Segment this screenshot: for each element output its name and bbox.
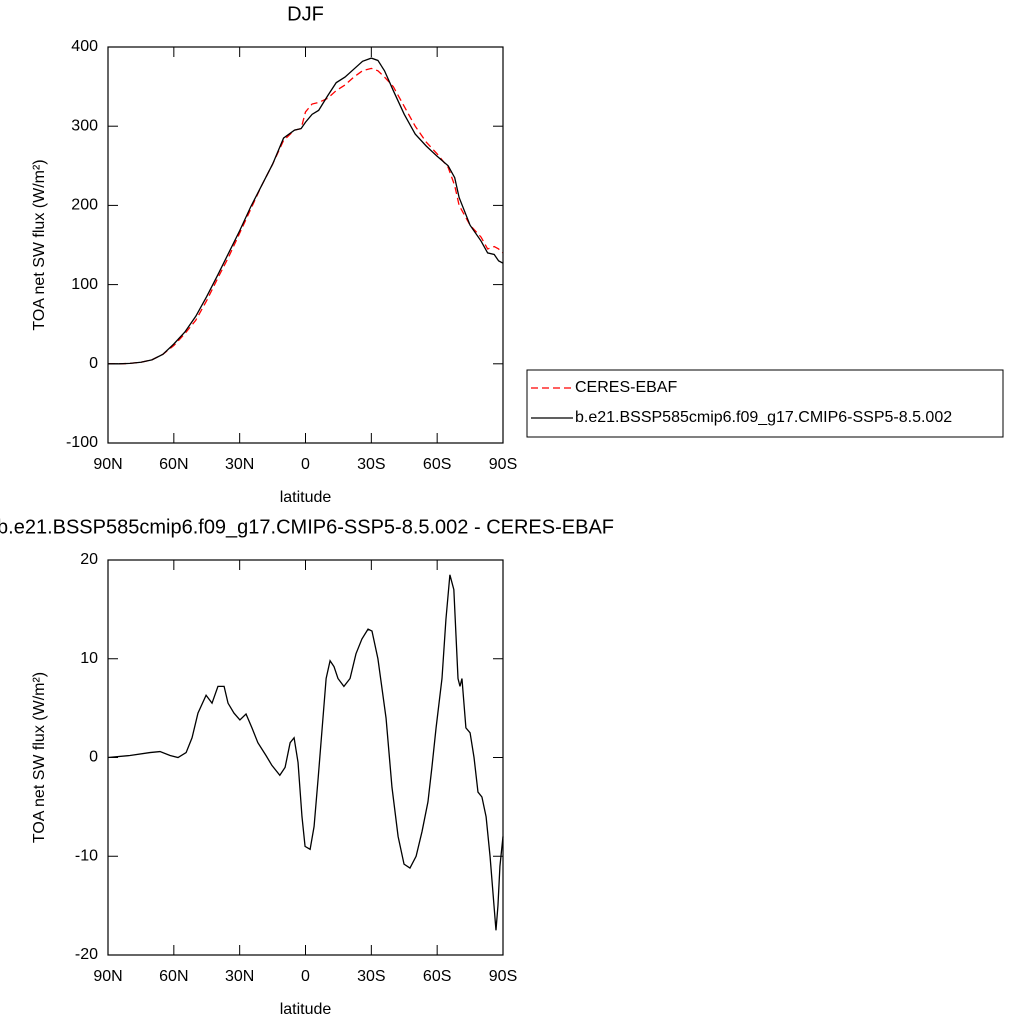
x-tick-label: 30S — [357, 968, 385, 985]
y-tick-label: 300 — [71, 117, 98, 134]
x-tick-label: 0 — [301, 456, 310, 473]
x-tick-label: 60S — [423, 456, 451, 473]
y-tick-label: 100 — [71, 276, 98, 293]
y-tick-label: 0 — [89, 355, 98, 372]
x-axis-label: latitude — [280, 489, 332, 506]
chart-title: DJF — [287, 3, 324, 25]
legend-label: CERES-EBAF — [575, 379, 677, 396]
x-tick-label: 30N — [225, 968, 254, 985]
chart-title: b.e21.BSSP585cmip6.f09_g17.CMIP6-SSP5-8.… — [0, 516, 614, 538]
data-line — [107, 574, 504, 931]
x-tick-label: 90N — [93, 456, 122, 473]
x-tick-label: 90S — [489, 456, 517, 473]
y-tick-label: 10 — [80, 650, 98, 667]
x-tick-label: 60N — [159, 968, 188, 985]
y-tick-label: -100 — [66, 434, 98, 451]
x-tick-label: 30N — [225, 456, 254, 473]
y-tick-label: 0 — [89, 749, 98, 766]
x-tick-label: 90N — [93, 968, 122, 985]
y-tick-label: 400 — [71, 38, 98, 55]
plot-frame — [107, 46, 504, 444]
y-tick-label: 200 — [71, 197, 98, 214]
x-axis-label: latitude — [280, 1001, 332, 1018]
y-axis-label: TOA net SW flux (W/m²) — [31, 159, 48, 330]
x-tick-label: 60S — [423, 968, 451, 985]
legend-box — [526, 369, 1004, 438]
x-tick-label: 60N — [159, 456, 188, 473]
data-line — [108, 67, 504, 365]
x-tick-label: 0 — [301, 968, 310, 985]
y-tick-label: -20 — [75, 946, 98, 963]
x-tick-label: 90S — [489, 968, 517, 985]
legend-label: b.e21.BSSP585cmip6.f09_g17.CMIP6-SSP5-8.… — [575, 409, 952, 426]
y-axis-label: TOA net SW flux (W/m²) — [31, 672, 48, 843]
y-tick-label: 20 — [80, 551, 98, 568]
plot-frame — [107, 559, 504, 956]
data-line — [108, 57, 504, 365]
y-tick-label: -10 — [75, 847, 98, 864]
x-tick-label: 30S — [357, 456, 385, 473]
